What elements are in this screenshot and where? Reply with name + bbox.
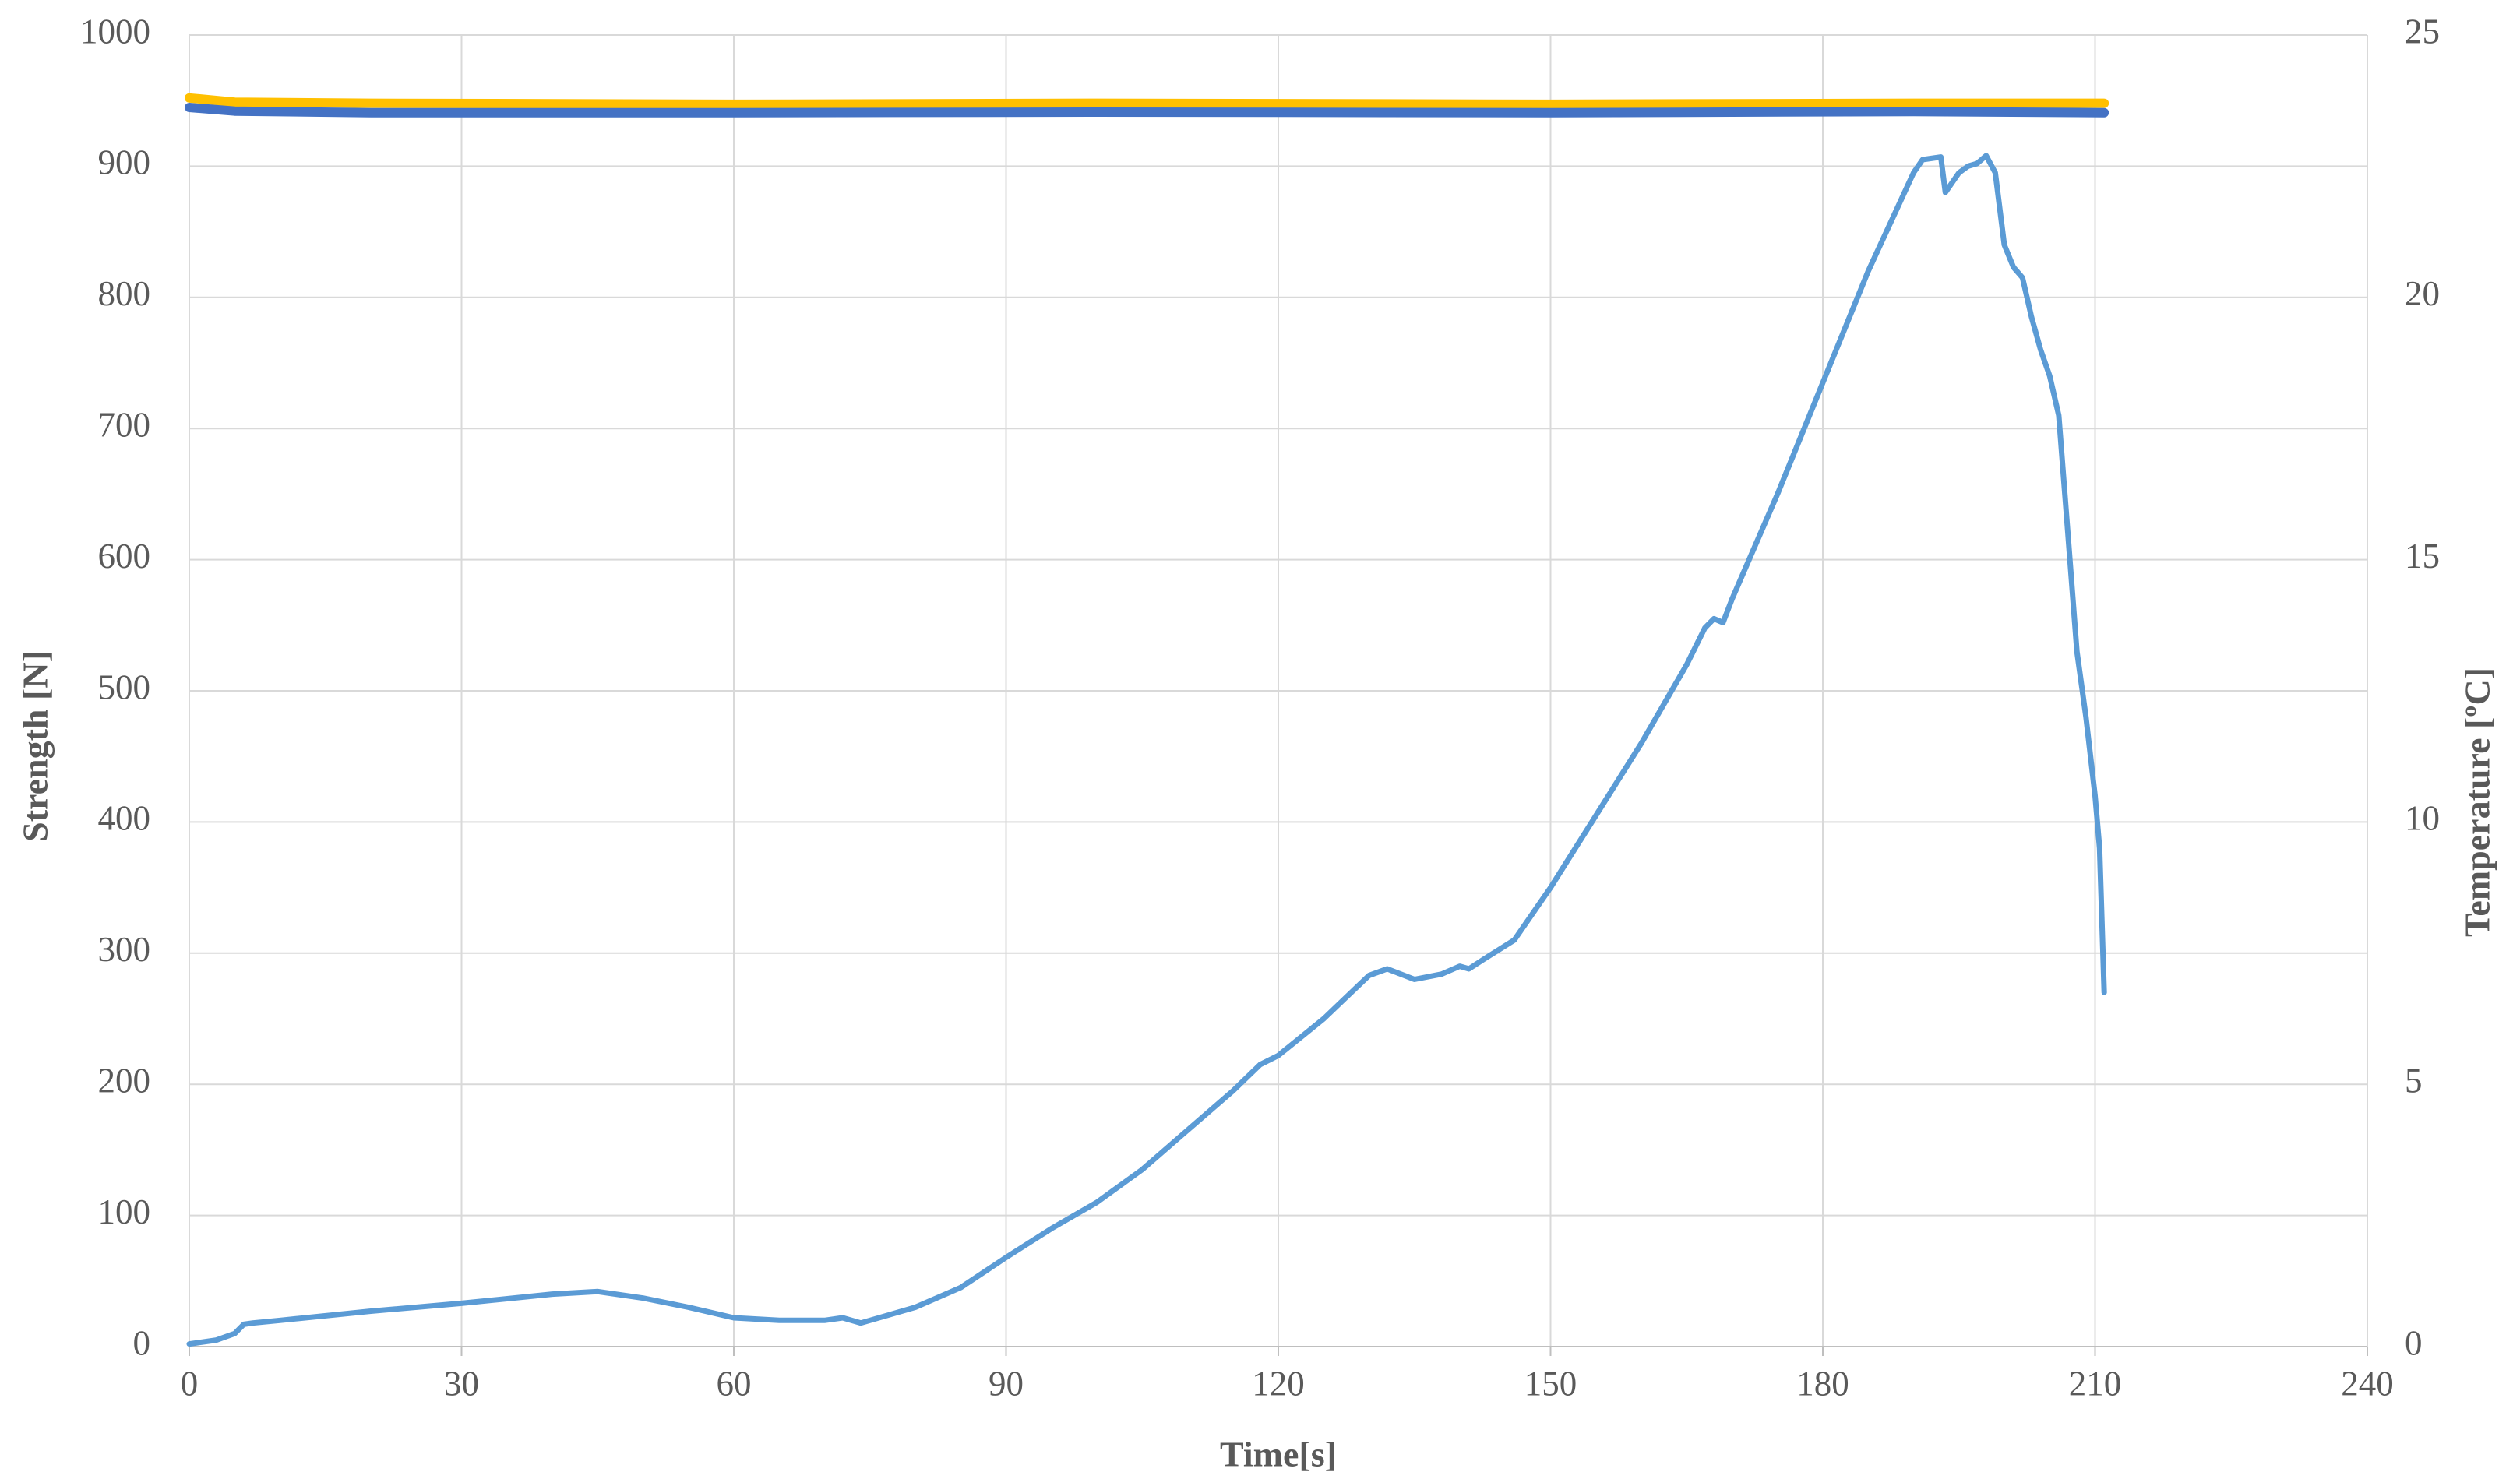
y-tick-label: 600 [98,537,151,576]
y2-tick-label: 15 [2405,537,2440,576]
x-tick-label: 180 [1796,1364,1849,1403]
x-tick-label: 210 [2069,1364,2122,1403]
y-tick-label: 300 [98,930,151,969]
x-tick-label: 0 [181,1364,199,1403]
y-tick-label: 200 [98,1062,151,1100]
y-tick-label: 1000 [80,12,150,51]
x-tick-label: 90 [989,1364,1024,1403]
y-tick-label: 800 [98,274,151,313]
x-axis-title: Time[s] [1220,1435,1337,1474]
y2-tick-label: 10 [2405,799,2440,838]
y-tick-label: 100 [98,1192,151,1231]
x-tick-label: 240 [2341,1364,2394,1403]
x-tick-label: 150 [1524,1364,1577,1403]
series-line [186,153,2107,1347]
y-axis-title: Strength [N] [16,650,55,842]
series-line [185,93,2109,109]
x-tick-label: 120 [1252,1364,1305,1403]
y-tick-label: 700 [98,406,151,445]
x-tick-label: 30 [444,1364,479,1403]
y2-tick-label: 0 [2405,1323,2423,1362]
y2-axis-title: Temperature [ºC] [2458,667,2497,937]
y-tick-label: 900 [98,143,151,182]
y-tick-label: 400 [98,799,151,838]
y-tick-label: 0 [133,1323,151,1362]
y-tick-label: 500 [98,667,151,706]
y2-tick-label: 20 [2405,274,2440,313]
x-tick-label: 60 [717,1364,752,1403]
series-line [185,103,2109,118]
y2-tick-label: 25 [2405,12,2440,51]
y2-tick-label: 5 [2405,1062,2423,1100]
